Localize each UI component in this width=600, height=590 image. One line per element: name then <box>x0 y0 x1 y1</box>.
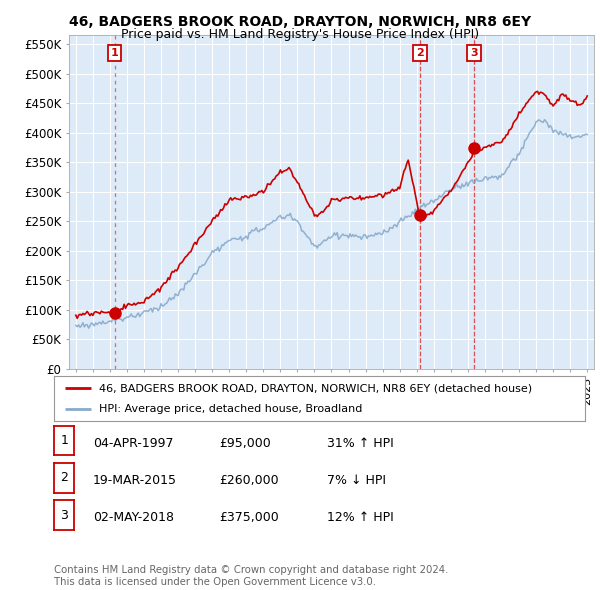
Text: £260,000: £260,000 <box>219 474 278 487</box>
Text: Contains HM Land Registry data © Crown copyright and database right 2024.
This d: Contains HM Land Registry data © Crown c… <box>54 565 448 587</box>
Text: 02-MAY-2018: 02-MAY-2018 <box>93 511 174 524</box>
Text: 19-MAR-2015: 19-MAR-2015 <box>93 474 177 487</box>
Text: £375,000: £375,000 <box>219 511 279 524</box>
Text: HPI: Average price, detached house, Broadland: HPI: Average price, detached house, Broa… <box>99 404 362 414</box>
Text: 46, BADGERS BROOK ROAD, DRAYTON, NORWICH, NR8 6EY: 46, BADGERS BROOK ROAD, DRAYTON, NORWICH… <box>69 15 531 29</box>
Text: 1: 1 <box>110 48 118 58</box>
Text: 2: 2 <box>60 471 68 484</box>
Text: 04-APR-1997: 04-APR-1997 <box>93 437 173 450</box>
Text: 31% ↑ HPI: 31% ↑ HPI <box>327 437 394 450</box>
Text: Price paid vs. HM Land Registry's House Price Index (HPI): Price paid vs. HM Land Registry's House … <box>121 28 479 41</box>
Text: 12% ↑ HPI: 12% ↑ HPI <box>327 511 394 524</box>
Text: 3: 3 <box>60 509 68 522</box>
Text: £95,000: £95,000 <box>219 437 271 450</box>
Text: 3: 3 <box>470 48 478 58</box>
Text: 46, BADGERS BROOK ROAD, DRAYTON, NORWICH, NR8 6EY (detached house): 46, BADGERS BROOK ROAD, DRAYTON, NORWICH… <box>99 384 532 394</box>
Text: 1: 1 <box>60 434 68 447</box>
Text: 2: 2 <box>416 48 424 58</box>
Text: 7% ↓ HPI: 7% ↓ HPI <box>327 474 386 487</box>
